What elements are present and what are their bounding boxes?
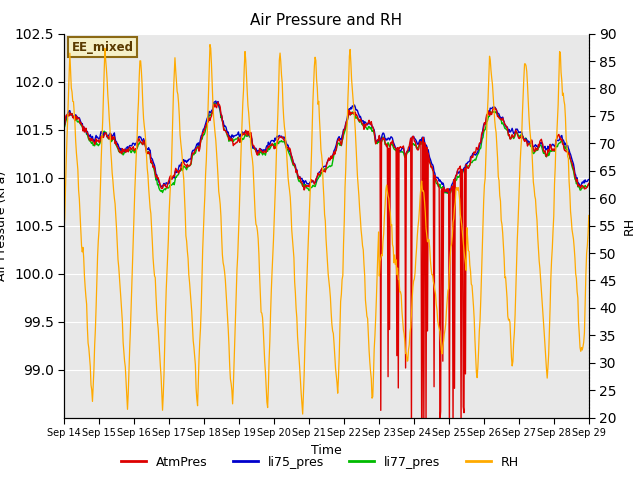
Y-axis label: Air Pressure (kPa): Air Pressure (kPa): [0, 170, 8, 281]
Y-axis label: RH: RH: [622, 216, 636, 235]
Text: EE_mixed: EE_mixed: [72, 41, 134, 54]
X-axis label: Time: Time: [311, 444, 342, 456]
Legend: AtmPres, li75_pres, li77_pres, RH: AtmPres, li75_pres, li77_pres, RH: [116, 451, 524, 474]
Title: Air Pressure and RH: Air Pressure and RH: [250, 13, 403, 28]
